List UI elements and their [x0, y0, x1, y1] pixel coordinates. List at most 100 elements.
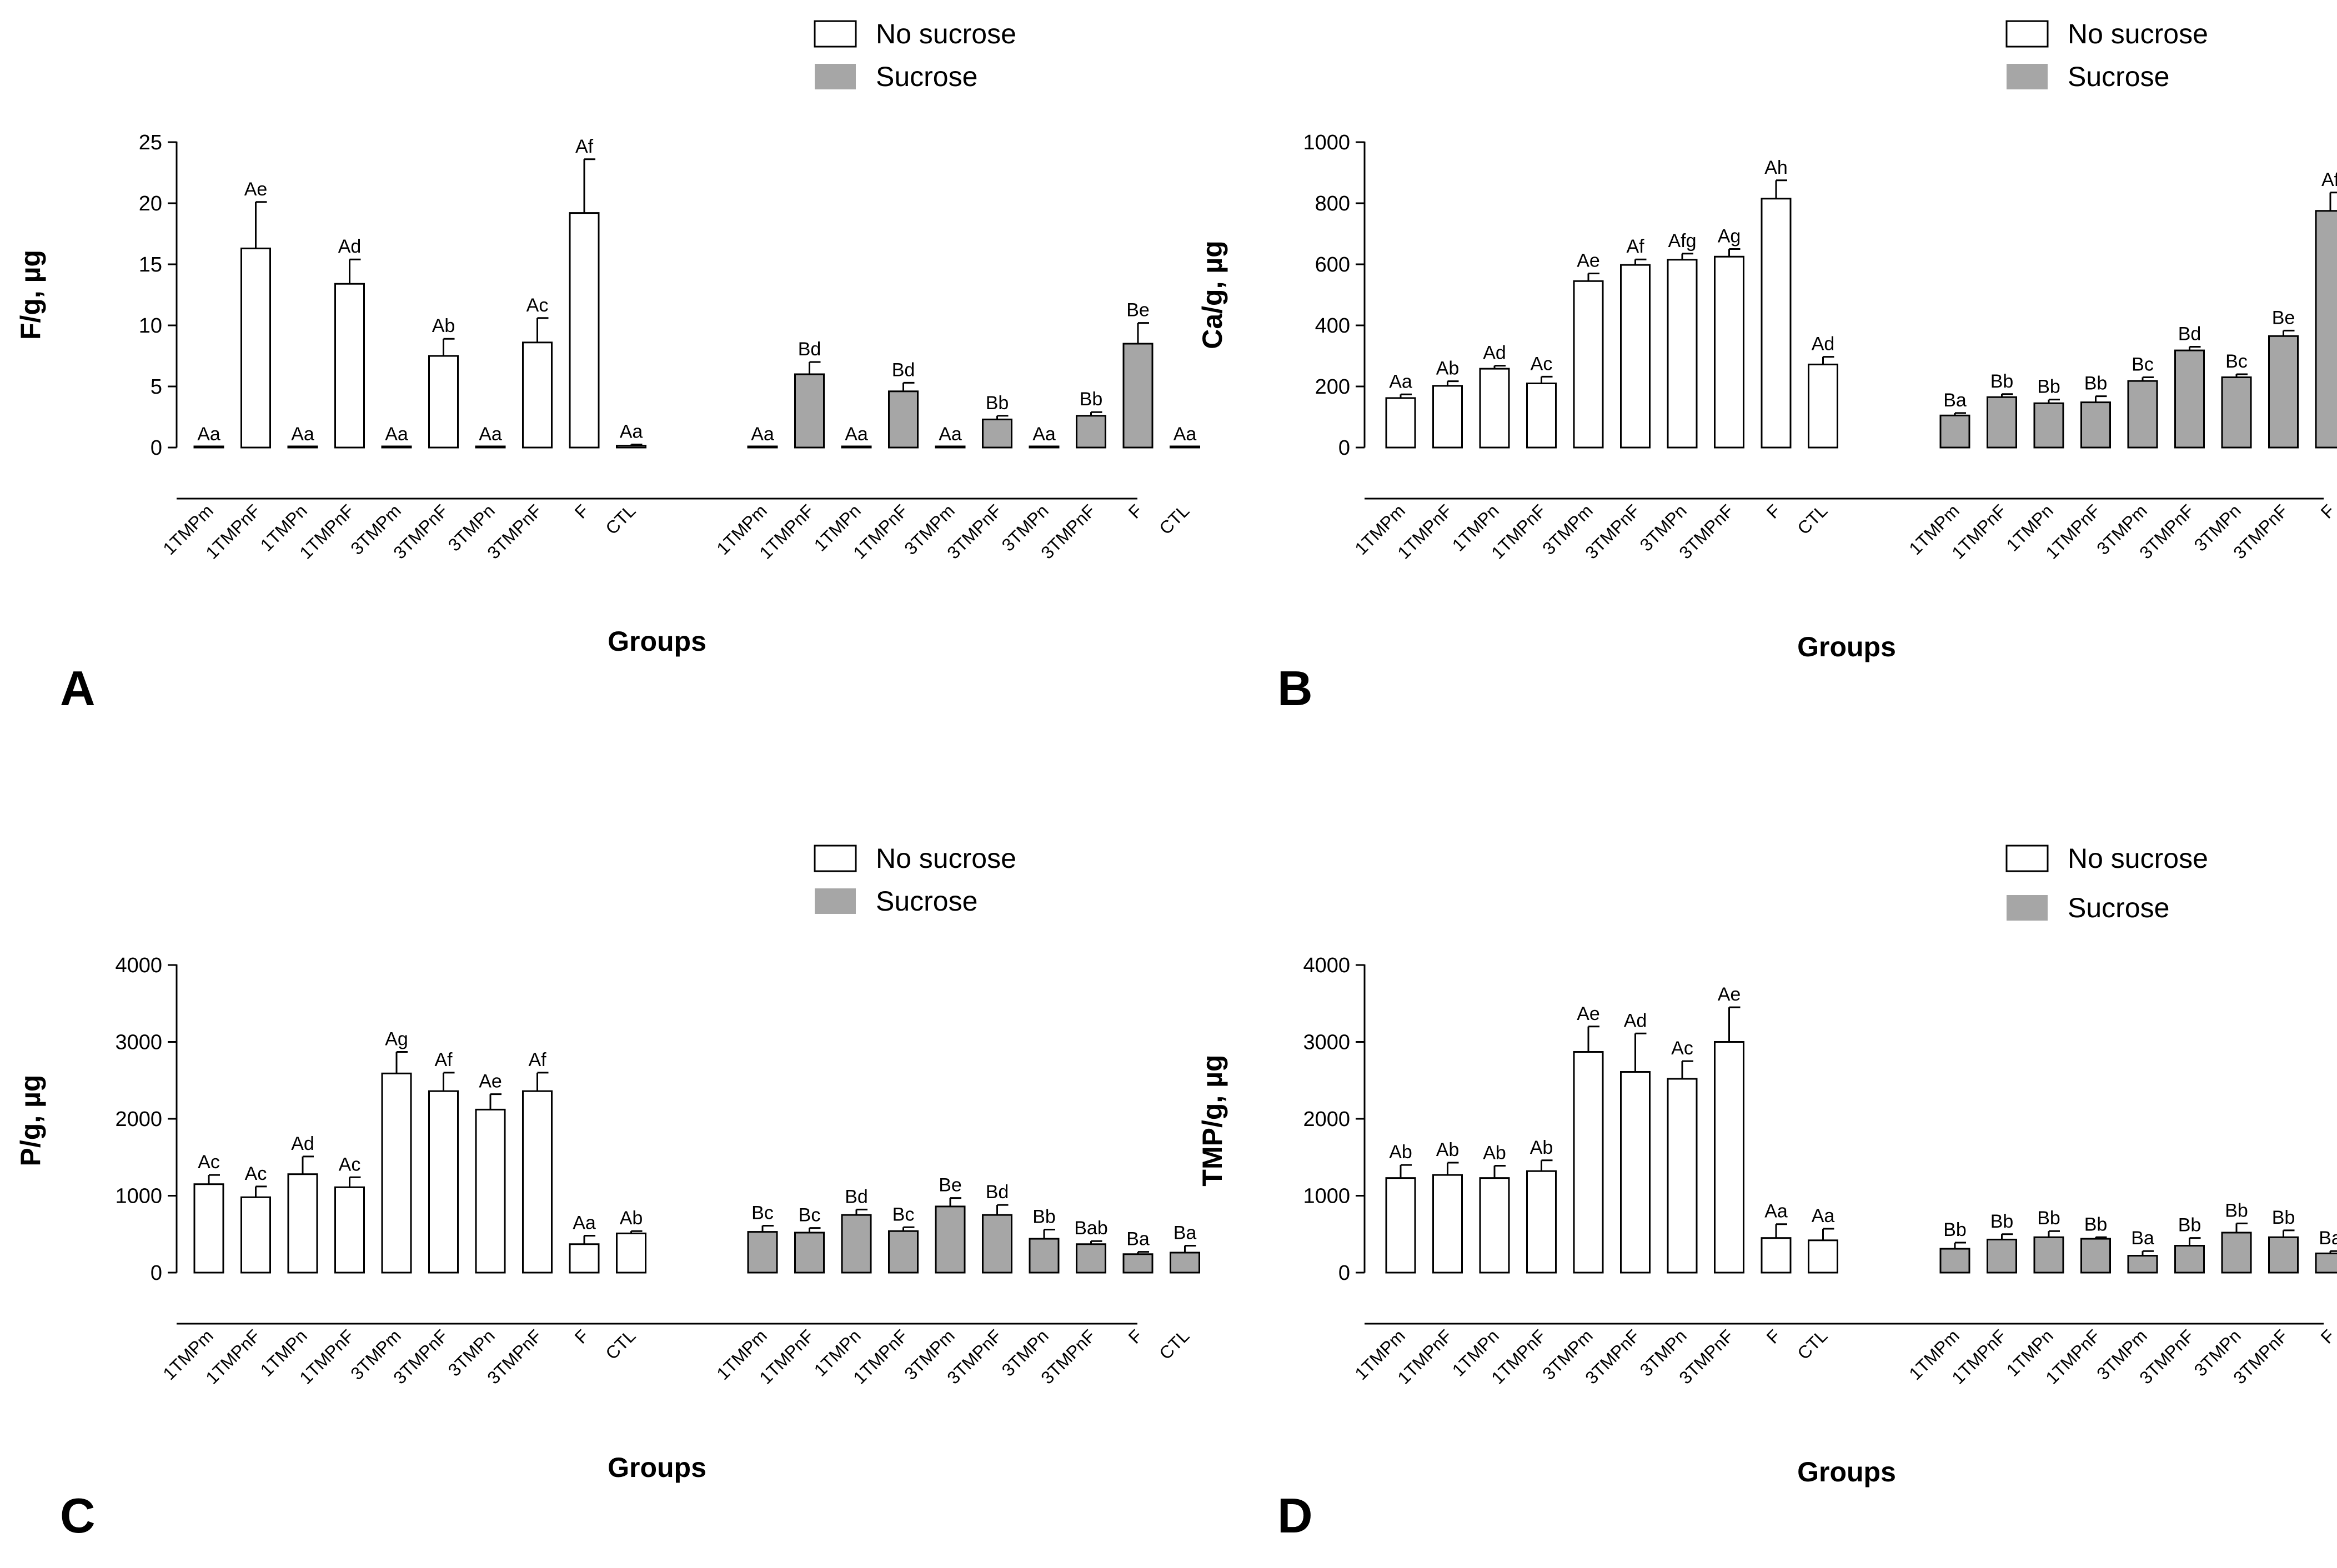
data-label: Ac	[526, 295, 549, 316]
y-tick-label: 25	[139, 131, 162, 154]
series-sucrose: Ba1TMPmBb1TMPnFBb1TMPnBb1TMPnFBc3TMPmBd3…	[1905, 169, 2337, 563]
bar	[888, 1230, 919, 1274]
panel-letter: B	[1277, 661, 1313, 716]
bar	[2127, 380, 2158, 449]
bar	[1170, 1252, 1200, 1274]
bar	[1385, 1177, 1416, 1274]
y-tick-label: 1000	[1303, 1185, 1350, 1208]
bar	[982, 418, 1012, 449]
bar	[1029, 445, 1060, 449]
legend-label-sucrose: Sucrose	[2068, 892, 2169, 923]
data-label: Ab	[1389, 1142, 1412, 1163]
legend-label-no-sucrose: No sucrose	[2068, 18, 2208, 49]
data-label: Bd	[986, 1182, 1009, 1203]
data-label: Ae	[479, 1071, 502, 1092]
data-label: Afg	[1668, 230, 1696, 252]
bar	[428, 355, 459, 449]
bar	[334, 1186, 365, 1274]
bar	[2033, 1236, 2064, 1274]
x-tick-label: CTL	[601, 1325, 639, 1363]
bar	[1076, 415, 1106, 449]
data-label: Ab	[432, 315, 455, 336]
legend: No sucrose Sucrose	[2005, 18, 2208, 92]
legend-swatch-no-sucrose	[814, 845, 857, 872]
data-label: Bd	[892, 359, 915, 380]
bar	[2315, 210, 2337, 449]
bar	[381, 445, 412, 449]
y-tick-label: 0	[151, 1262, 162, 1285]
data-label: Aa	[751, 424, 774, 445]
legend-swatch-sucrose	[815, 64, 856, 89]
data-label: Be	[1126, 300, 1150, 321]
data-label: Af	[575, 136, 594, 157]
x-tick-label: F	[2317, 1325, 2337, 1347]
legend-label-no-sucrose: No sucrose	[876, 843, 1016, 874]
y-tick-label: 15	[139, 253, 162, 277]
data-label: Aa	[1173, 424, 1197, 445]
bar	[1808, 1239, 1838, 1274]
bar	[287, 445, 318, 449]
series-no-sucrose: Ac1TMPmAc1TMPnFAd1TMPnAc1TMPnFAg3TMPmAf3…	[159, 1029, 646, 1388]
data-label: Ab	[1436, 358, 1460, 379]
legend-swatch-sucrose	[815, 888, 856, 914]
bar	[522, 341, 553, 449]
bar	[522, 1090, 553, 1274]
y-tick-label: 4000	[115, 954, 162, 977]
y-tick-label: 10	[139, 314, 162, 338]
bar	[1620, 1071, 1651, 1274]
data-label: Bc	[799, 1205, 821, 1226]
bar	[1432, 385, 1463, 449]
bar	[381, 1072, 412, 1274]
bar	[616, 445, 646, 449]
data-label: Ad	[1483, 343, 1506, 364]
data-label: Ba	[2319, 1228, 2337, 1249]
data-label: Ad	[1812, 334, 1835, 355]
bar	[747, 445, 778, 449]
data-label: Ae	[1718, 984, 1741, 1005]
bar	[1479, 368, 1510, 449]
x-tick-label: CTL	[601, 500, 639, 538]
bar	[193, 445, 224, 449]
x-tick-label: F	[1763, 1325, 1784, 1347]
data-label: Aa	[1389, 371, 1412, 392]
data-label: Bb	[2225, 1200, 2248, 1221]
x-tick-label: CTL	[1155, 1325, 1193, 1363]
data-label: Ad	[1624, 1010, 1647, 1031]
y-tick-label: 2000	[1303, 1108, 1350, 1131]
x-axis-title: Groups	[608, 626, 706, 657]
data-label: Bc	[751, 1203, 774, 1224]
data-label: Aa	[573, 1213, 596, 1234]
bar	[2174, 349, 2205, 449]
bar	[1987, 1238, 2017, 1274]
y-axis-title: P/g, µg	[15, 1075, 46, 1167]
data-label: Aa	[1032, 424, 1056, 445]
y-tick-label: 200	[1315, 375, 1350, 399]
x-tick-label: F	[571, 500, 593, 522]
legend: No sucrose Sucrose	[814, 843, 1016, 917]
data-label: Ac	[198, 1152, 220, 1173]
data-label: Bb	[1032, 1206, 1056, 1227]
data-label: Ac	[245, 1163, 267, 1184]
y-tick-label: 0	[1338, 1262, 1350, 1285]
data-label: Af	[528, 1049, 546, 1071]
chart-panel-c: 01000200030004000Ac1TMPmAc1TMPnFAd1TMPnA…	[15, 843, 1200, 1543]
data-label: Ab	[1530, 1137, 1553, 1158]
bar	[2268, 1236, 2299, 1274]
y-tick-label: 0	[151, 436, 162, 460]
data-label: Aa	[291, 424, 314, 445]
y-tick-label: 4000	[1303, 954, 1350, 977]
y-tick-label: 3000	[1303, 1031, 1350, 1054]
data-label: Bd	[798, 339, 821, 360]
data-label: Ad	[338, 236, 362, 257]
legend-label-sucrose: Sucrose	[2068, 61, 2169, 92]
data-label: Aa	[1812, 1205, 1835, 1227]
bar	[1526, 1170, 1557, 1274]
x-axis-title: Groups	[608, 1452, 706, 1483]
legend-label-sucrose: Sucrose	[876, 886, 977, 917]
y-tick-label: 400	[1315, 314, 1350, 338]
legend: No sucrose Sucrose	[2005, 843, 2208, 923]
bar	[935, 445, 966, 449]
x-axis-title: Groups	[1797, 631, 1896, 662]
legend-label-no-sucrose: No sucrose	[876, 18, 1016, 49]
y-tick-label: 5	[151, 375, 162, 399]
